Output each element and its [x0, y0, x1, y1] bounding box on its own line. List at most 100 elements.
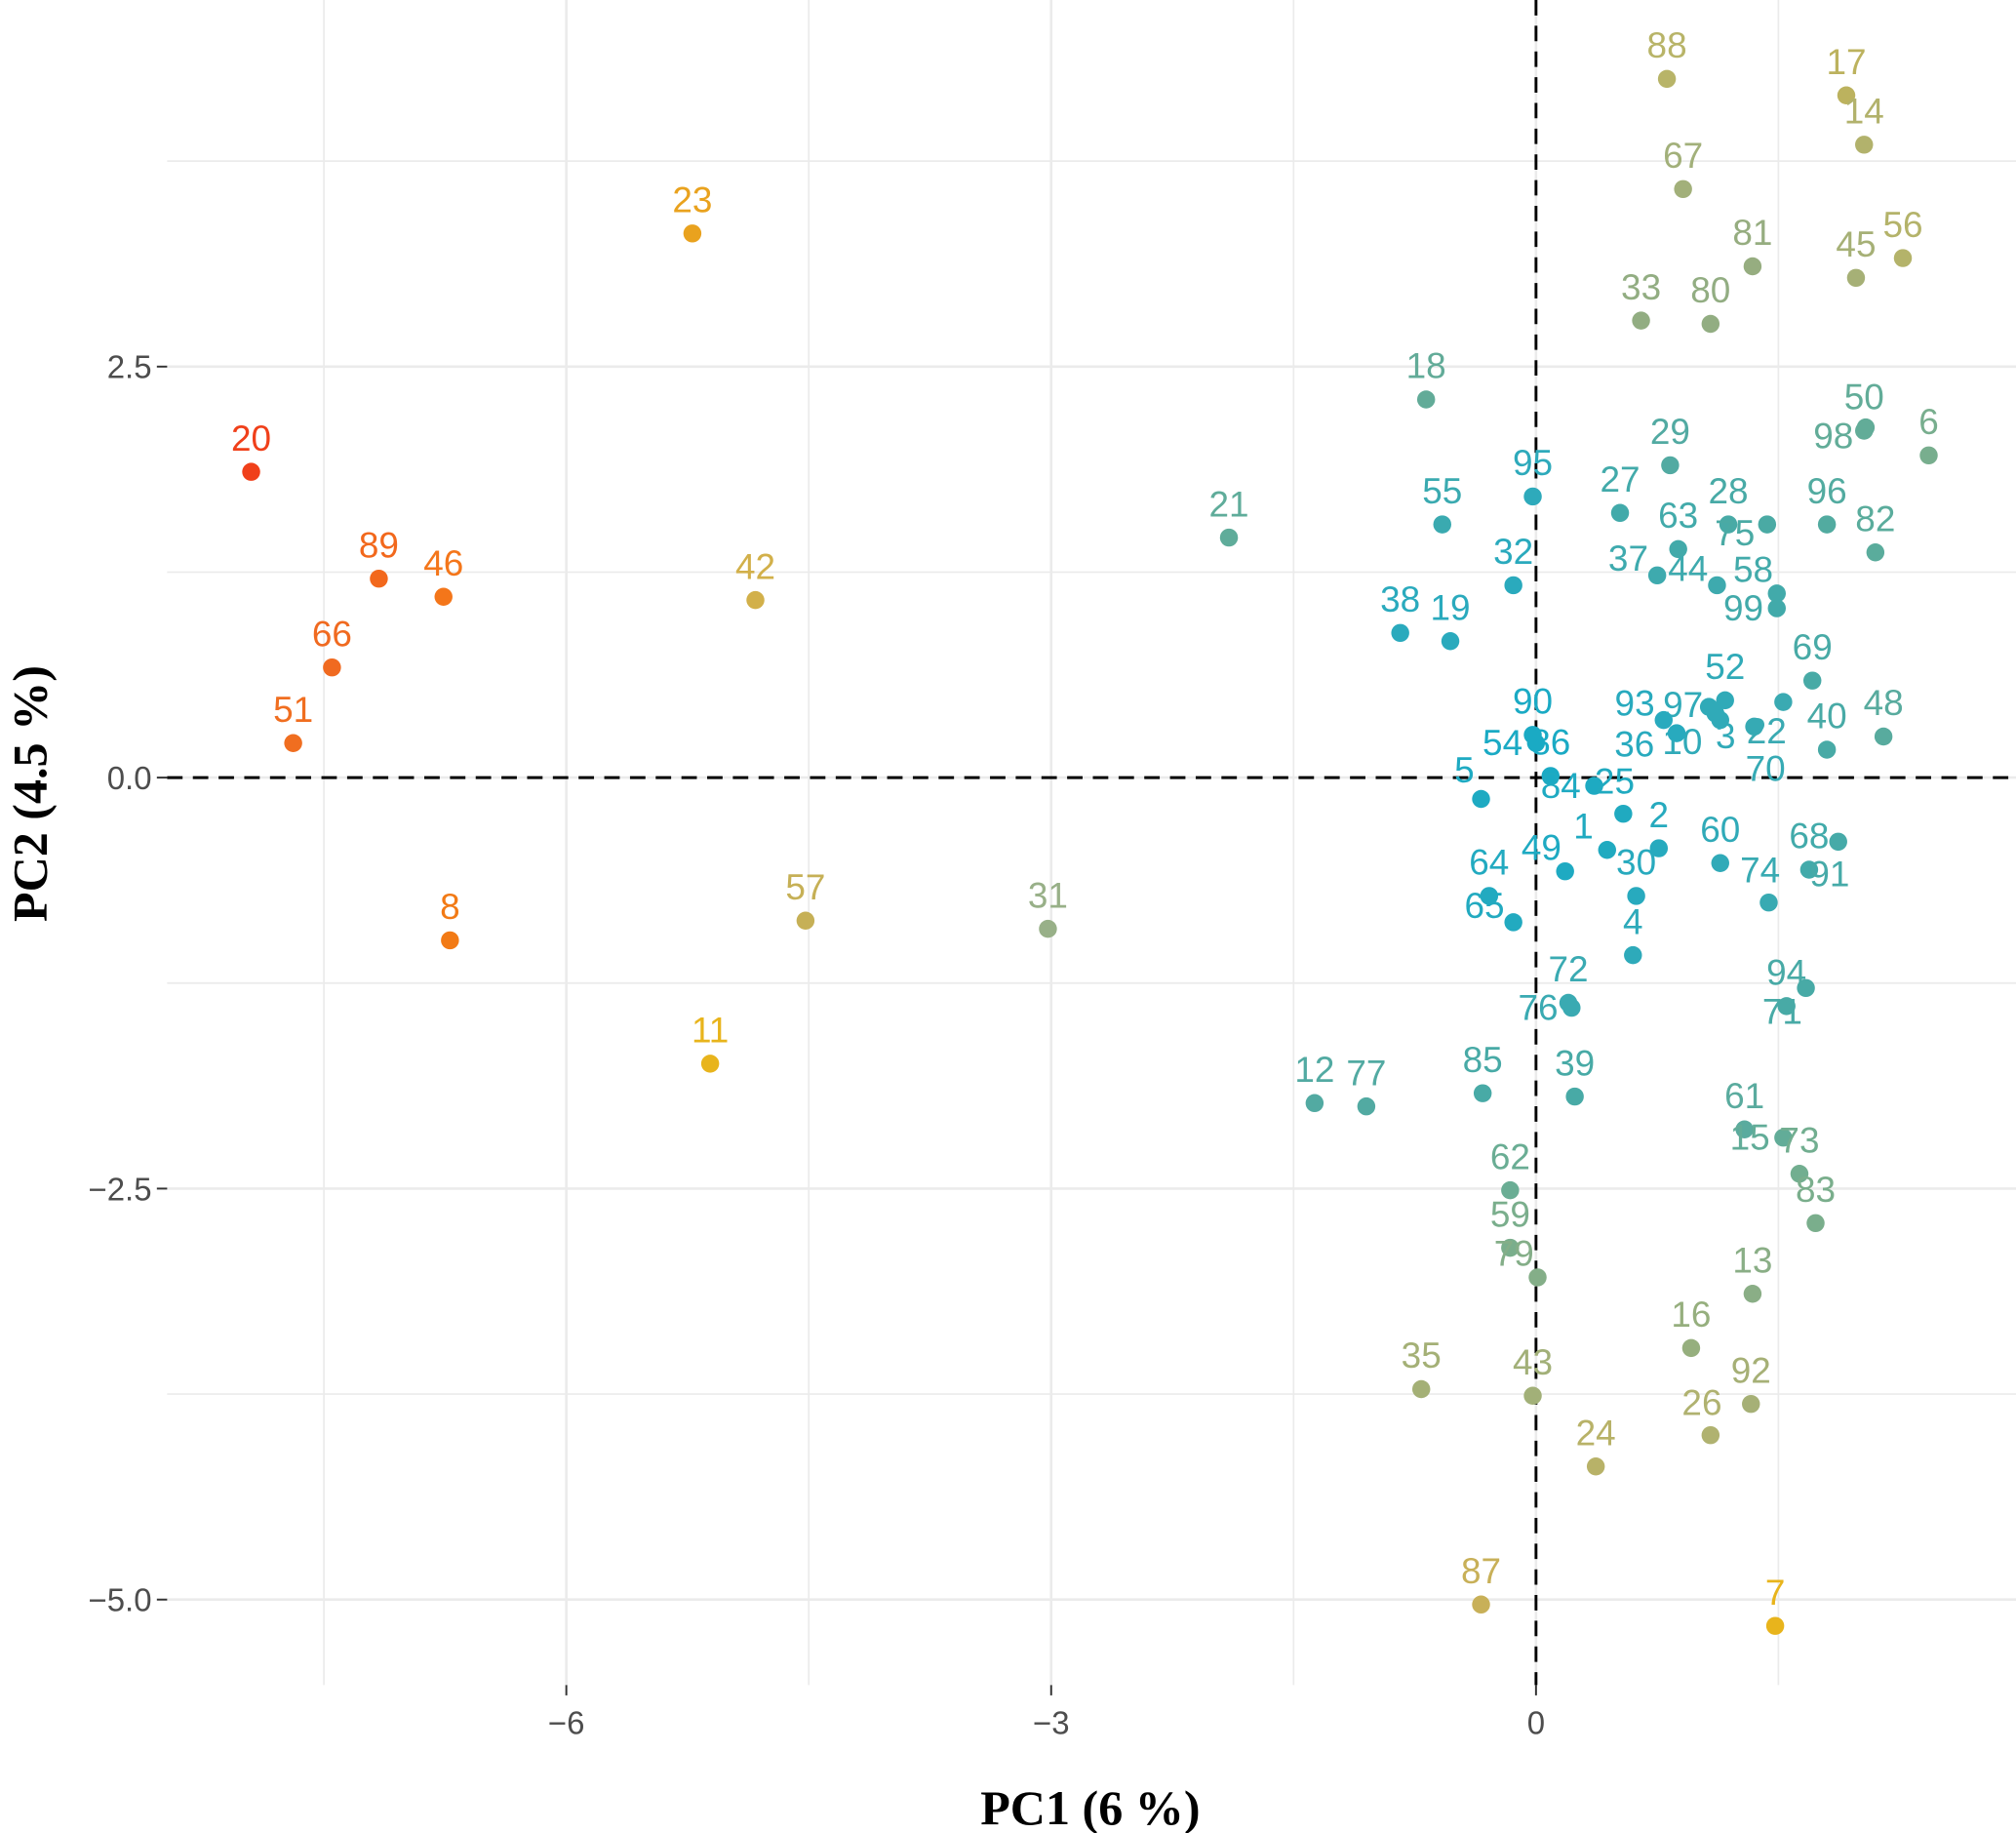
point-marker [1598, 841, 1617, 859]
point-marker [1701, 314, 1720, 334]
point-marker [1632, 311, 1650, 330]
point-label: 5 [1454, 750, 1475, 790]
point-label: 70 [1746, 749, 1786, 789]
point-marker [1774, 1128, 1793, 1147]
point-marker [1357, 1096, 1376, 1116]
point-marker [1765, 1616, 1785, 1635]
point-label: 83 [1796, 1170, 1836, 1210]
data-point: 76 [1519, 988, 1581, 1028]
point-label: 65 [1464, 886, 1504, 926]
data-point: 75 [1715, 513, 1777, 553]
point-marker [1790, 1165, 1809, 1183]
data-point: 71 [1762, 978, 1815, 1032]
data-point: 96 [1807, 471, 1847, 534]
point-marker [1716, 691, 1734, 710]
point-marker [1523, 1386, 1542, 1405]
point-label: 52 [1705, 647, 1745, 687]
point-marker [1708, 576, 1726, 595]
data-point: 99 [1723, 588, 1786, 628]
point-marker [1523, 487, 1542, 506]
point-marker [323, 657, 341, 677]
point-marker [1649, 839, 1669, 857]
point-marker [1039, 919, 1057, 938]
data-point: 12 [1294, 1050, 1334, 1113]
point-marker [1624, 945, 1642, 965]
point-marker [1774, 693, 1793, 711]
point-marker [1528, 1268, 1547, 1287]
point-label: 30 [1616, 843, 1656, 883]
point-label: 37 [1608, 538, 1648, 578]
data-point: 69 [1793, 627, 1833, 690]
data-point: 65 [1464, 886, 1522, 932]
data-point: 51 [273, 690, 313, 752]
point-marker [1874, 727, 1893, 746]
point-label: 43 [1513, 1342, 1553, 1382]
data-point: 16 [1671, 1295, 1711, 1358]
point-label: 2 [1649, 795, 1670, 835]
data-point: 63 [1658, 496, 1698, 559]
point-marker [1829, 832, 1847, 852]
point-marker [700, 1055, 720, 1073]
data-point: 5 [1454, 750, 1490, 809]
point-label: 59 [1490, 1194, 1530, 1234]
data-point: 84 [1541, 766, 1603, 806]
point-marker [1866, 543, 1885, 562]
data-point: 46 [423, 543, 463, 606]
y-tick-label: −5.0 [88, 1582, 151, 1618]
point-label: 80 [1690, 270, 1730, 310]
data-point: 81 [1732, 213, 1772, 276]
point-marker [441, 931, 459, 950]
data-point: 37 [1608, 538, 1667, 585]
data-point: 64 [1469, 843, 1509, 905]
data-point: 2 [1649, 795, 1670, 857]
x-axis-ticks: −6 −3 0 [548, 1685, 1545, 1740]
point-label: 13 [1732, 1240, 1772, 1280]
point-label: 23 [672, 180, 712, 220]
point-label: 81 [1732, 213, 1772, 253]
point-label: 48 [1864, 683, 1904, 723]
point-label: 49 [1522, 827, 1561, 867]
data-point: 4 [1623, 901, 1643, 965]
point-marker [1305, 1094, 1324, 1113]
point-label: 76 [1519, 988, 1559, 1028]
point-marker [1433, 515, 1451, 534]
point-marker [1799, 860, 1819, 879]
data-point: 29 [1650, 412, 1690, 475]
point-marker [1657, 69, 1677, 89]
point-marker [1391, 623, 1409, 643]
point-label: 61 [1724, 1076, 1764, 1116]
point-marker [1654, 710, 1673, 730]
point-label: 96 [1807, 471, 1847, 511]
data-point: 60 [1700, 810, 1740, 872]
point-marker [1667, 724, 1686, 742]
point-marker [1504, 576, 1522, 595]
data-point: 61 [1724, 1076, 1764, 1138]
data-point: 39 [1555, 1043, 1595, 1106]
data-point: 11 [692, 1011, 729, 1073]
point-marker [1501, 1180, 1520, 1200]
point-label: 44 [1668, 548, 1708, 588]
point-marker [1719, 515, 1738, 534]
point-marker [1627, 887, 1645, 905]
point-label: 54 [1482, 723, 1522, 763]
point-label: 90 [1513, 682, 1553, 722]
point-label: 75 [1715, 513, 1755, 553]
data-point: 44 [1668, 548, 1726, 595]
point-label: 92 [1731, 1350, 1771, 1390]
data-point: 48 [1864, 683, 1904, 746]
point-label: 51 [273, 690, 313, 730]
data-point: 91 [1809, 832, 1849, 894]
data-point: 27 [1601, 459, 1640, 523]
point-label: 82 [1855, 498, 1895, 538]
data-point: 70 [1745, 717, 1786, 789]
point-label: 38 [1380, 579, 1420, 619]
data-point: 62 [1490, 1136, 1530, 1200]
point-label: 77 [1346, 1053, 1386, 1093]
point-label: 85 [1463, 1040, 1503, 1080]
point-label: 6 [1918, 402, 1939, 442]
data-point: 17 [1826, 42, 1867, 104]
point-marker [1681, 1338, 1701, 1358]
point-label: 79 [1494, 1234, 1534, 1274]
point-label: 21 [1209, 484, 1249, 524]
